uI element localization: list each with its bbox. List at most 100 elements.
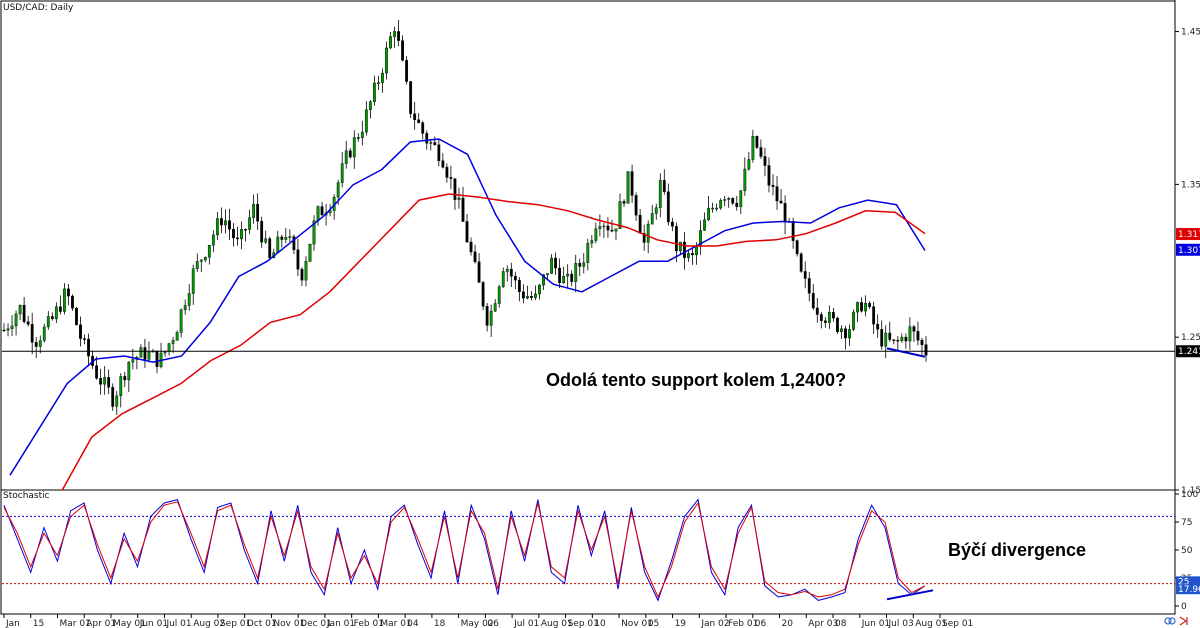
candle-body — [807, 278, 811, 294]
candle-body — [6, 328, 10, 331]
arrow-right-icon[interactable] — [1179, 616, 1188, 626]
candle-body — [308, 243, 312, 262]
candle-body — [634, 195, 638, 216]
candle-body — [264, 238, 268, 243]
candle-body — [723, 199, 727, 201]
y-tick-label: 1.1503 — [1181, 486, 1200, 496]
candle-body — [880, 329, 884, 347]
candle-body — [211, 234, 215, 246]
candle-body — [771, 185, 775, 187]
y-tick-label: 1.3503 — [1181, 180, 1200, 190]
candle-body — [618, 201, 622, 229]
candle-body — [445, 166, 449, 178]
candle-body — [904, 336, 908, 342]
x-tick-label: Oct 01 — [247, 619, 277, 628]
candle-body — [465, 221, 469, 243]
candle-body — [457, 197, 461, 200]
candle-body — [884, 332, 888, 347]
candle-body — [30, 324, 34, 343]
candle-body — [71, 295, 74, 309]
candle-body — [836, 317, 839, 333]
candle-body — [626, 171, 630, 204]
candle-body — [598, 226, 602, 229]
candle-body — [755, 136, 759, 148]
candle-body — [87, 338, 90, 357]
stochastic-y-tick-label: 0 — [1181, 602, 1187, 612]
candle-body — [679, 241, 682, 252]
candle-body — [453, 178, 457, 200]
x-tick-label: 06 — [755, 619, 767, 628]
candle-body — [743, 168, 747, 192]
stochastic-y-tick-label: 100 — [1181, 490, 1198, 500]
candle-body — [46, 316, 50, 328]
price-badge — [1176, 243, 1200, 256]
candle-body — [912, 326, 916, 332]
candle-body — [111, 387, 115, 407]
candle-body — [240, 229, 243, 240]
candle-body — [558, 267, 562, 284]
candle-body — [115, 395, 119, 407]
candle-body — [747, 159, 751, 170]
candle-body — [421, 122, 425, 134]
candle-body — [356, 137, 360, 139]
candle-body — [872, 306, 876, 325]
candle-body — [373, 82, 376, 102]
candle-body — [95, 365, 99, 379]
candle-body — [340, 163, 344, 183]
candle-body — [856, 302, 859, 313]
candle-body — [646, 223, 650, 243]
candle-body — [195, 261, 199, 270]
stochastic-y-tick-label: 50 — [1181, 546, 1193, 556]
candle-body — [83, 338, 86, 340]
x-tick-label: Feb 01 — [728, 619, 758, 628]
candle-body — [123, 376, 127, 381]
candle-body — [819, 314, 823, 322]
candle-body — [179, 309, 183, 333]
candle-body — [344, 150, 348, 164]
candle-body — [256, 203, 260, 222]
x-tick-label: Mar 01 — [59, 619, 90, 628]
candle-body — [477, 261, 481, 283]
x-tick-label: Apr 03 — [808, 619, 838, 628]
candle-body — [707, 207, 710, 220]
candle-body — [441, 160, 445, 168]
candle-body — [143, 347, 147, 360]
candle-body — [896, 339, 900, 342]
candle-body — [654, 207, 658, 214]
candle-body — [103, 377, 107, 385]
candle-body — [670, 221, 674, 227]
candle-body — [10, 325, 14, 329]
candle-body — [489, 310, 493, 326]
price-badge-label: 1.2411 — [1178, 347, 1200, 357]
candle-body — [171, 340, 175, 344]
stochastic-badge-label: 17.96 — [1178, 585, 1200, 595]
candle-body — [578, 263, 582, 267]
candle-body — [127, 361, 131, 381]
candle-body — [131, 359, 135, 363]
candle-body — [590, 240, 594, 244]
candle-body — [34, 342, 38, 347]
candle-body — [207, 245, 211, 258]
candle-body — [783, 203, 787, 223]
candle-body — [62, 288, 66, 312]
candle-body — [868, 302, 872, 307]
candle-body — [417, 119, 421, 123]
candle-body — [860, 302, 863, 312]
price-badge — [1176, 345, 1200, 358]
x-tick-label: Aug 02 — [193, 619, 225, 628]
candle-body — [147, 351, 151, 360]
x-tick-label: Jun 01 — [139, 619, 168, 628]
x-tick-label: Dec 01 — [300, 619, 332, 628]
candle-body — [920, 340, 924, 345]
x-tick-label: Aug 01 — [541, 619, 573, 628]
x-tick-label: Aug 01 — [915, 619, 947, 628]
candle-body — [888, 332, 892, 340]
candle-body — [864, 302, 868, 312]
candle-body — [224, 220, 227, 226]
candle-body — [215, 218, 219, 236]
candle-body — [437, 144, 441, 161]
link-icon[interactable] — [1164, 617, 1176, 625]
candle-body — [674, 226, 678, 252]
candle-body — [348, 150, 352, 158]
candle-body — [691, 253, 694, 256]
